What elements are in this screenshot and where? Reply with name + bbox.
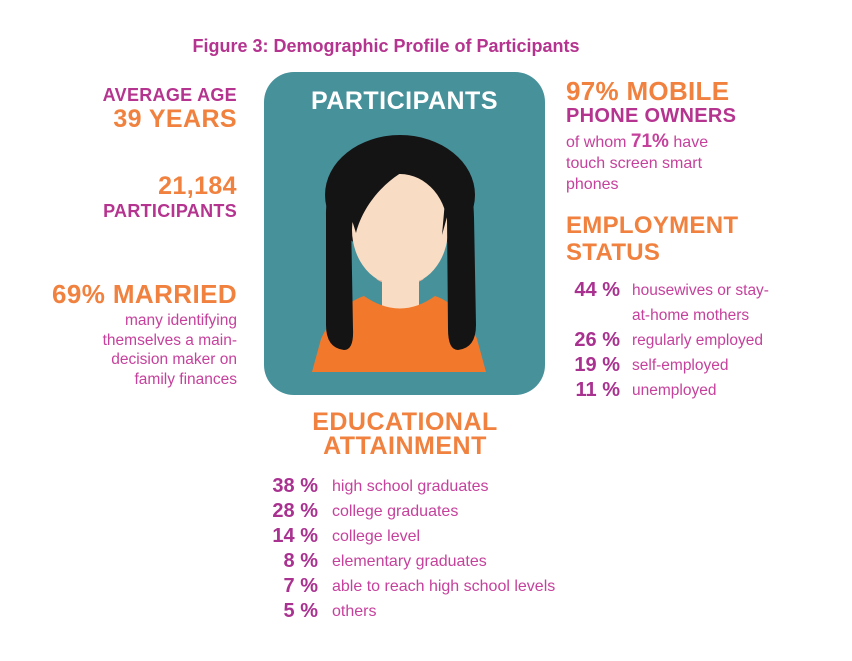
employment-rows: 44 % housewives or stay-at-home mothers … [566, 278, 852, 403]
education-row: 14 % college level [140, 524, 670, 549]
participant-count-label: PARTICIPANTS [103, 201, 237, 221]
married-note-line: decision maker on [111, 351, 237, 368]
married-note-line: family finances [134, 370, 237, 388]
mobile-note-suffix: have [668, 134, 709, 151]
education-row: 5 % others [140, 599, 670, 624]
married-note-line: themselves a main- [102, 331, 237, 349]
employment-heading-line: EMPLOYMENT [566, 212, 739, 239]
neck-shape [382, 263, 419, 311]
education-value: 5 % [283, 600, 318, 622]
education-row: 8 % elementary graduates [140, 549, 670, 574]
married-note-line: many identifying [124, 312, 237, 329]
employment-status-heading: EMPLOYMENT STATUS [566, 212, 852, 266]
employment-row: 11 % unemployed [566, 378, 852, 403]
employment-label-line: housewives or stay- [632, 282, 769, 299]
education-label: elementary graduates [332, 553, 487, 570]
employment-row: 44 % housewives or stay-at-home mothers [566, 278, 852, 328]
figure-title: Figure 3: Demographic Profile of Partici… [192, 36, 580, 56]
education-label: college graduates [332, 503, 459, 520]
education-heading-line: EDUCATIONAL [312, 408, 498, 436]
mobile-note-line: of whom 71% have [566, 131, 852, 153]
education-label: high school graduates [332, 478, 489, 495]
employment-label-line: self-employed [632, 357, 729, 374]
employment-label: housewives or stay-at-home mothers [632, 278, 769, 328]
mobile-owners-note: of whom 71% have touch screen smart phon… [566, 131, 852, 195]
education-value: 8 % [283, 550, 318, 572]
participant-count-block: 21,184 PARTICIPANTS [30, 173, 237, 222]
participants-card-title: PARTICIPANTS [310, 87, 499, 115]
married-percentage: 69% MARRIED [52, 279, 237, 309]
employment-value: 19 % [574, 354, 620, 376]
education-heading-line: ATTAINMENT [323, 432, 487, 460]
education-value: 7 % [283, 575, 318, 597]
employment-label: self-employed [632, 353, 729, 378]
employment-value: 26 % [574, 329, 620, 351]
average-age-block: AVERAGE AGE 39 YEARS [30, 84, 237, 133]
employment-label-line: at-home mothers [632, 307, 750, 324]
mobile-owners-block: 97% MOBILE PHONE OWNERS of whom 71% have… [566, 78, 852, 195]
mobile-note-prefix: of whom [566, 134, 631, 151]
education-label: able to reach high school levels [332, 578, 556, 595]
education-row: 28 % college graduates [140, 499, 670, 524]
average-age-value: 39 YEARS [113, 105, 237, 133]
employment-label: unemployed [632, 378, 716, 403]
employment-value: 44 % [574, 279, 620, 301]
married-block: 69% MARRIED many identifying themselves … [30, 280, 237, 389]
education-block: EDUCATIONAL ATTAINMENT 38 % high school … [140, 410, 670, 624]
education-value: 14 % [272, 525, 318, 547]
participants-card: PARTICIPANTS [264, 72, 545, 395]
shirt-shape [312, 296, 486, 372]
mobile-owners-headline: 97% MOBILE [566, 76, 730, 106]
mobile-note-line: touch screen smart [566, 155, 703, 172]
education-value: 38 % [272, 475, 318, 497]
educational-attainment-heading: EDUCATIONAL ATTAINMENT [140, 408, 670, 460]
left-stats-column: AVERAGE AGE 39 YEARS 21,184 PARTICIPANTS… [30, 84, 237, 389]
education-label: college level [332, 528, 421, 545]
employment-row: 26 % regularly employed [566, 328, 852, 353]
employment-value: 11 % [575, 379, 620, 401]
mobile-note-bold-value: 71% [630, 131, 669, 152]
employment-label: regularly employed [632, 328, 763, 353]
employment-label-line: unemployed [632, 382, 717, 399]
mobile-note-line: phones [566, 176, 619, 193]
married-note: many identifying themselves a main- deci… [30, 311, 237, 389]
mobile-owners-subheadline: PHONE OWNERS [566, 105, 737, 127]
participant-count-value: 21,184 [158, 172, 237, 200]
right-stats-column: 97% MOBILE PHONE OWNERS of whom 71% have… [566, 78, 852, 403]
education-label: others [332, 603, 377, 620]
education-value: 28 % [272, 500, 318, 522]
face-shape [352, 174, 448, 286]
woman-avatar-illustration [312, 135, 486, 372]
education-rows: 38 % high school graduates 28 % college … [140, 474, 670, 624]
education-row: 38 % high school graduates [140, 474, 670, 499]
hair-front-shape [326, 138, 476, 350]
average-age-label: AVERAGE AGE [102, 85, 237, 105]
education-row: 7 % able to reach high school levels [140, 574, 670, 599]
employment-heading-line: STATUS [566, 239, 661, 266]
employment-label-line: regularly employed [632, 332, 763, 349]
employment-row: 19 % self-employed [566, 353, 852, 378]
